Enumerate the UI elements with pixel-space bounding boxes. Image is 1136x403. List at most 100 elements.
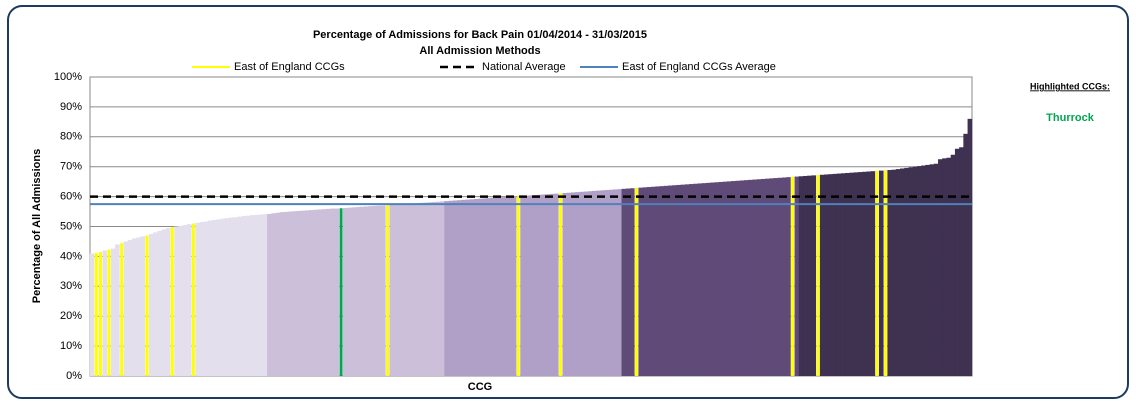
bar <box>798 176 804 376</box>
bar <box>566 192 572 376</box>
bar <box>900 168 905 376</box>
bar <box>123 241 129 376</box>
bar <box>942 158 947 376</box>
bar <box>254 214 260 376</box>
bar <box>153 232 158 376</box>
bar <box>714 182 719 376</box>
bar <box>967 118 973 377</box>
bar <box>921 165 926 376</box>
bar <box>621 188 627 376</box>
bar <box>313 209 319 376</box>
bar <box>887 169 893 376</box>
bar <box>635 187 638 376</box>
bar <box>916 166 922 376</box>
bar <box>562 193 568 376</box>
bar <box>364 206 369 376</box>
bar <box>410 203 416 376</box>
bar <box>482 198 487 376</box>
bar <box>959 147 964 376</box>
y-tick-label: 80% <box>60 131 82 143</box>
bar <box>469 199 475 376</box>
bar <box>275 212 281 376</box>
bar <box>579 191 584 376</box>
bar <box>807 175 812 376</box>
bar <box>781 177 787 376</box>
bar <box>731 181 736 376</box>
bar <box>791 176 795 376</box>
bar <box>600 190 606 376</box>
bar <box>186 224 192 376</box>
bar <box>305 210 310 376</box>
bar <box>760 178 766 376</box>
bar <box>380 205 386 376</box>
bar <box>300 210 306 376</box>
bar <box>191 223 195 376</box>
chart-subtitle: All Admission Methods <box>419 45 540 57</box>
bar <box>389 204 395 376</box>
bar <box>440 201 445 376</box>
bar <box>718 181 724 376</box>
highlight-name: Thurrock <box>1046 112 1095 124</box>
bar <box>545 194 551 376</box>
bar <box>161 229 167 376</box>
bar <box>516 196 520 376</box>
bar <box>102 250 108 376</box>
bar <box>507 196 513 376</box>
bar <box>444 201 449 376</box>
bar <box>283 211 289 376</box>
bar <box>351 207 357 376</box>
bar <box>448 200 454 376</box>
bar <box>857 172 863 376</box>
bar <box>115 244 120 376</box>
bar <box>819 174 825 376</box>
y-tick-label: 10% <box>60 340 82 352</box>
y-tick-label: 40% <box>60 250 82 262</box>
bar <box>773 178 779 376</box>
bar <box>376 205 382 376</box>
bar <box>608 189 614 376</box>
bar <box>583 191 589 376</box>
bar <box>575 192 580 376</box>
bar <box>490 197 496 376</box>
bar <box>549 193 555 376</box>
bar <box>651 186 656 376</box>
bar <box>326 208 331 376</box>
bar <box>494 197 500 376</box>
bar <box>832 173 838 376</box>
bar <box>701 183 707 376</box>
bar <box>435 201 441 376</box>
bar <box>148 233 154 376</box>
bar <box>676 184 682 376</box>
bar <box>292 211 297 376</box>
bar <box>853 172 859 376</box>
bar <box>393 204 399 376</box>
bar <box>216 219 222 376</box>
bar <box>777 177 783 376</box>
bar <box>559 193 563 376</box>
bar <box>816 175 820 376</box>
bar <box>541 194 546 376</box>
bar <box>769 178 774 376</box>
bar <box>528 195 534 376</box>
bar <box>397 204 403 376</box>
bar <box>136 237 141 376</box>
bar <box>845 172 850 376</box>
bar <box>423 202 428 376</box>
bar <box>617 189 622 376</box>
x-axis-label: CCG <box>468 381 492 393</box>
bar <box>646 187 652 376</box>
bar <box>220 218 226 376</box>
bar <box>735 180 741 376</box>
bar <box>317 209 323 376</box>
bar <box>655 186 660 376</box>
bar <box>262 214 268 376</box>
bar <box>224 218 230 376</box>
bar <box>120 242 124 376</box>
bar <box>233 217 238 376</box>
bar <box>802 175 808 376</box>
bar <box>499 197 504 376</box>
bar <box>207 220 213 376</box>
bar <box>372 205 378 376</box>
bar <box>140 236 146 376</box>
